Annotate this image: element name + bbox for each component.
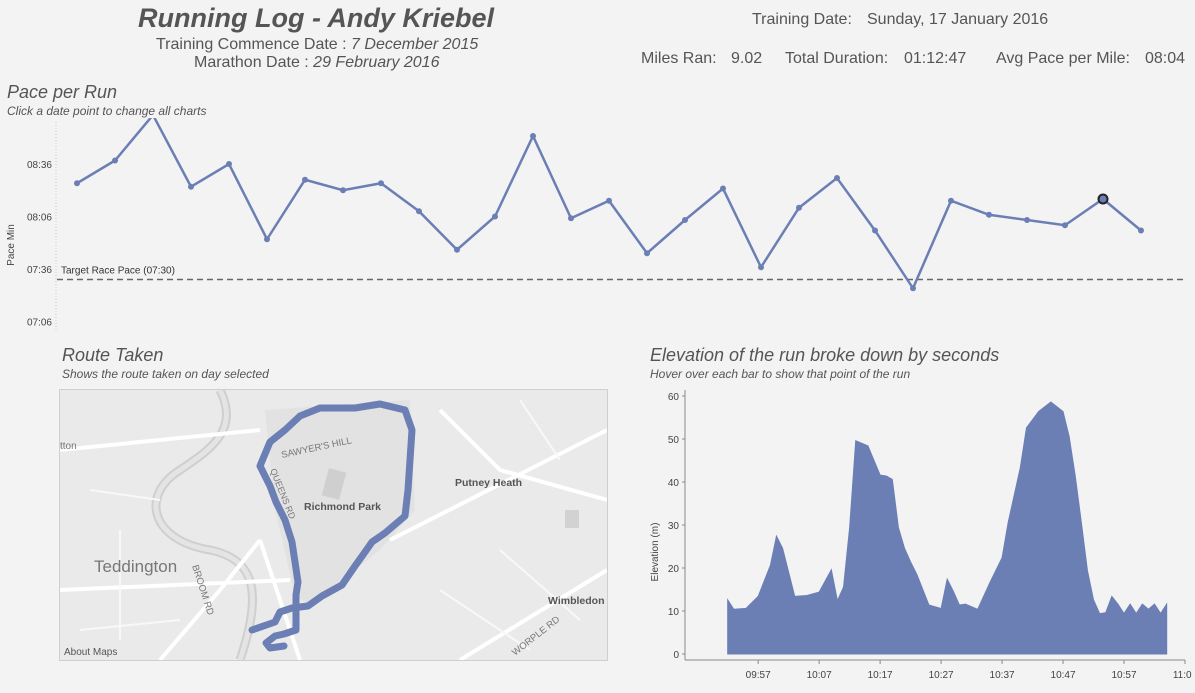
pace-section-title: Pace per Run bbox=[7, 82, 118, 102]
marathon-date: Marathon Date : 29 February 2016 bbox=[194, 54, 439, 72]
pace-point[interactable] bbox=[796, 204, 802, 211]
pace-point[interactable] bbox=[226, 161, 232, 167]
pace-point[interactable] bbox=[986, 211, 992, 218]
pace-point[interactable] bbox=[644, 250, 650, 257]
target-pace-label: Target Race Pace (07:30) bbox=[61, 266, 175, 277]
pace-point[interactable] bbox=[568, 215, 574, 222]
elevation-chart[interactable]: Elevation (m) 0 10 20 30 40 50 60 09:57 10:07 10… bbox=[640, 382, 1192, 690]
elevation-xtick-label: 10:17 bbox=[868, 670, 893, 681]
duration-label: Total Duration: bbox=[785, 50, 889, 67]
pace-point[interactable] bbox=[340, 187, 346, 194]
pace-point[interactable] bbox=[682, 217, 688, 223]
pace-point[interactable] bbox=[188, 183, 194, 190]
elevation-ytick-label: 20 bbox=[668, 564, 680, 575]
pace-point[interactable] bbox=[1062, 222, 1068, 229]
route-map[interactable]: tton SAWYER'S HILL QUEENS RD Richmond Pa… bbox=[59, 389, 608, 661]
pace-point[interactable] bbox=[112, 157, 118, 164]
training-date-value: Sunday, 17 January 2016 bbox=[867, 11, 1049, 28]
elevation-ytick-label: 40 bbox=[668, 478, 680, 489]
elevation-xtick-label: 10:37 bbox=[990, 670, 1015, 681]
elevation-xtick-label: 11:07 bbox=[1173, 670, 1192, 681]
roads bbox=[60, 408, 607, 660]
elevation-ytick-label: 0 bbox=[673, 650, 679, 661]
pace-point[interactable] bbox=[302, 176, 308, 183]
pace-point[interactable] bbox=[530, 133, 536, 139]
elevation-ytick-label: 10 bbox=[668, 607, 680, 618]
elevation-area[interactable] bbox=[727, 401, 1168, 655]
pace-section-subtitle: Click a date point to change all charts bbox=[7, 104, 207, 118]
pace-point[interactable] bbox=[492, 213, 498, 220]
elevation-section-title: Elevation of the run broke down by secon… bbox=[650, 345, 1000, 365]
marathon-value: 29 February 2016 bbox=[313, 54, 440, 71]
pace-point[interactable] bbox=[720, 185, 726, 192]
map-label-tton: tton bbox=[60, 441, 77, 452]
miles-label: Miles Ran: bbox=[641, 50, 717, 67]
pace-point[interactable] bbox=[872, 227, 878, 234]
route-path bbox=[248, 400, 416, 652]
pace-point[interactable] bbox=[834, 175, 840, 181]
about-maps-link[interactable]: About Maps bbox=[64, 647, 117, 658]
elevation-xtick-label: 10:47 bbox=[1051, 670, 1076, 681]
pace-point[interactable] bbox=[416, 208, 422, 215]
miles-value: 9.02 bbox=[731, 50, 763, 67]
elevation-xtick-label: 10:07 bbox=[807, 670, 832, 681]
map-label-wimbledon: Wimbledon bbox=[548, 595, 604, 607]
pace-ytick-label: 07:06 bbox=[27, 318, 52, 329]
elevation-section-subtitle: Hover over each bar to show that point o… bbox=[650, 367, 911, 381]
pace-ytick-label: 07:36 bbox=[27, 265, 52, 276]
pace-point[interactable] bbox=[378, 180, 384, 187]
elevation-xtick-label: 09:57 bbox=[746, 670, 771, 681]
pace-point[interactable] bbox=[1138, 227, 1144, 234]
avg-pace-value: 08:04 bbox=[1145, 50, 1186, 67]
elevation-xtick-label: 10:27 bbox=[929, 670, 954, 681]
park-area bbox=[265, 400, 415, 605]
route-section-title: Route Taken bbox=[62, 345, 164, 365]
training-commence-date: Training Commence Date : 7 December 2015 bbox=[156, 36, 478, 54]
pace-point[interactable] bbox=[74, 180, 80, 187]
map-canvas[interactable]: tton SAWYER'S HILL QUEENS RD Richmond Pa… bbox=[60, 390, 607, 660]
pace-point[interactable] bbox=[758, 264, 764, 271]
pace-chart[interactable]: Pace Min 07:06 07:36 08:06 08:36 Target Rac… bbox=[0, 118, 1195, 338]
elevation-ytick-label: 60 bbox=[668, 392, 680, 403]
pace-point[interactable] bbox=[1024, 217, 1030, 223]
map-label-putney-heath: Putney Heath bbox=[455, 477, 522, 489]
pace-point-selected[interactable] bbox=[1097, 193, 1109, 205]
pace-ytick-label: 08:06 bbox=[27, 213, 52, 224]
elevation-xtick-label: 10:57 bbox=[1112, 670, 1137, 681]
pace-ylabel: Pace Min bbox=[6, 224, 17, 266]
elevation-ytick-label: 30 bbox=[668, 521, 680, 532]
duration-value: 01:12:47 bbox=[904, 50, 967, 67]
map-label-richmond-park: Richmond Park bbox=[304, 501, 381, 513]
pace-point[interactable] bbox=[948, 197, 954, 204]
avg-pace-label: Avg Pace per Mile: bbox=[996, 50, 1130, 67]
elevation-ytick-label: 50 bbox=[668, 435, 680, 446]
pace-point[interactable] bbox=[910, 285, 916, 292]
training-date-label: Training Date: bbox=[752, 11, 852, 28]
pace-point[interactable] bbox=[454, 246, 460, 253]
map-label-teddington: Teddington bbox=[94, 557, 177, 576]
marathon-label: Marathon Date : bbox=[194, 54, 314, 71]
page-title: Running Log - Andy Kriebel bbox=[138, 3, 494, 33]
commence-label: Training Commence Date : bbox=[156, 36, 352, 53]
route-section-subtitle: Shows the route taken on day selected bbox=[62, 367, 269, 381]
commence-value: 7 December 2015 bbox=[351, 36, 479, 53]
pace-ytick-label: 08:36 bbox=[27, 160, 52, 171]
pace-point[interactable] bbox=[264, 236, 270, 243]
pace-point[interactable] bbox=[606, 197, 612, 204]
elevation-ylabel: Elevation (m) bbox=[650, 523, 661, 582]
